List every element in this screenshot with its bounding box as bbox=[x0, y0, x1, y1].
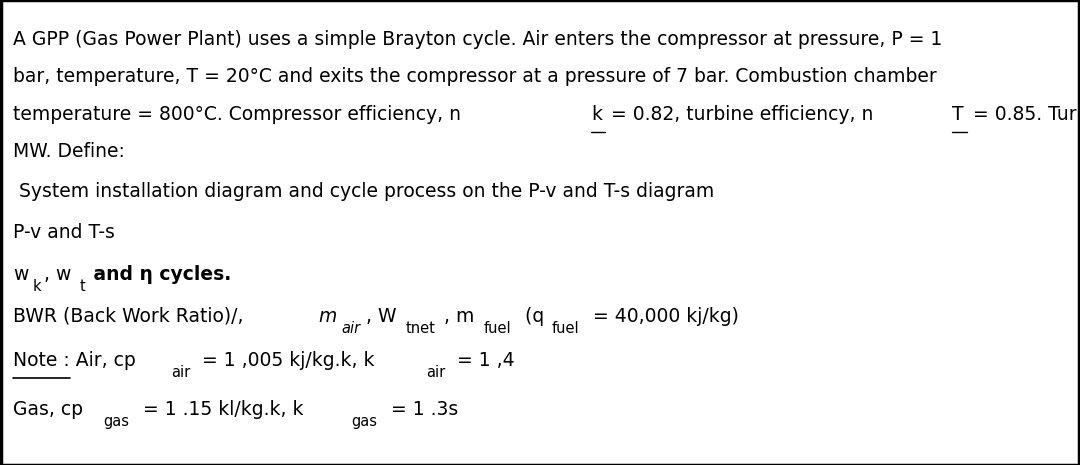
Text: A GPP (Gas Power Plant) uses a simple Brayton cycle. Air enters the compressor a: A GPP (Gas Power Plant) uses a simple Br… bbox=[13, 30, 943, 49]
Text: MW. Define:: MW. Define: bbox=[13, 142, 125, 161]
Text: and η cycles.: and η cycles. bbox=[86, 265, 231, 284]
Text: BWR (Back Work Ratio)/,: BWR (Back Work Ratio)/, bbox=[13, 307, 249, 326]
Text: = 1 ,005 kj/kg.k, k: = 1 ,005 kj/kg.k, k bbox=[197, 351, 375, 370]
Text: fuel: fuel bbox=[484, 321, 511, 336]
Text: m: m bbox=[319, 307, 336, 326]
Text: T: T bbox=[951, 105, 963, 124]
Text: air: air bbox=[427, 365, 446, 380]
Text: = 1 ,4: = 1 ,4 bbox=[451, 351, 515, 370]
Text: gas: gas bbox=[104, 414, 130, 429]
Text: bar, temperature, T = 20°C and exits the compressor at a pressure of 7 bar. Comb: bar, temperature, T = 20°C and exits the… bbox=[13, 67, 936, 86]
Text: (q: (q bbox=[519, 307, 544, 326]
Text: w: w bbox=[13, 265, 28, 284]
Text: fuel: fuel bbox=[552, 321, 579, 336]
Text: P-v and T-s: P-v and T-s bbox=[13, 223, 114, 242]
Text: System installation diagram and cycle process on the P-v and T-s diagram: System installation diagram and cycle pr… bbox=[19, 182, 715, 201]
Text: tnet: tnet bbox=[406, 321, 435, 336]
Text: = 1 .3s: = 1 .3s bbox=[386, 400, 459, 419]
Text: , m: , m bbox=[444, 307, 474, 326]
Text: = 0.82, turbine efficiency, n: = 0.82, turbine efficiency, n bbox=[605, 105, 874, 124]
Text: air: air bbox=[172, 365, 190, 380]
Text: temperature = 800°C. Compressor efficiency, n: temperature = 800°C. Compressor efficien… bbox=[13, 105, 461, 124]
Text: Note : Air, cp: Note : Air, cp bbox=[13, 351, 136, 370]
Text: k: k bbox=[591, 105, 602, 124]
Text: Gas, cp: Gas, cp bbox=[13, 400, 83, 419]
Text: , w: , w bbox=[44, 265, 71, 284]
Text: k: k bbox=[32, 279, 41, 294]
Text: gas: gas bbox=[352, 414, 378, 429]
Text: , W: , W bbox=[366, 307, 396, 326]
Text: air: air bbox=[341, 321, 361, 336]
Text: = 1 .15 kl/kg.k, k: = 1 .15 kl/kg.k, k bbox=[137, 400, 303, 419]
Text: t: t bbox=[79, 279, 85, 294]
Text: = 0.85. Turbine power 4: = 0.85. Turbine power 4 bbox=[967, 105, 1080, 124]
Text: = 40,000 kj/kg): = 40,000 kj/kg) bbox=[588, 307, 739, 326]
